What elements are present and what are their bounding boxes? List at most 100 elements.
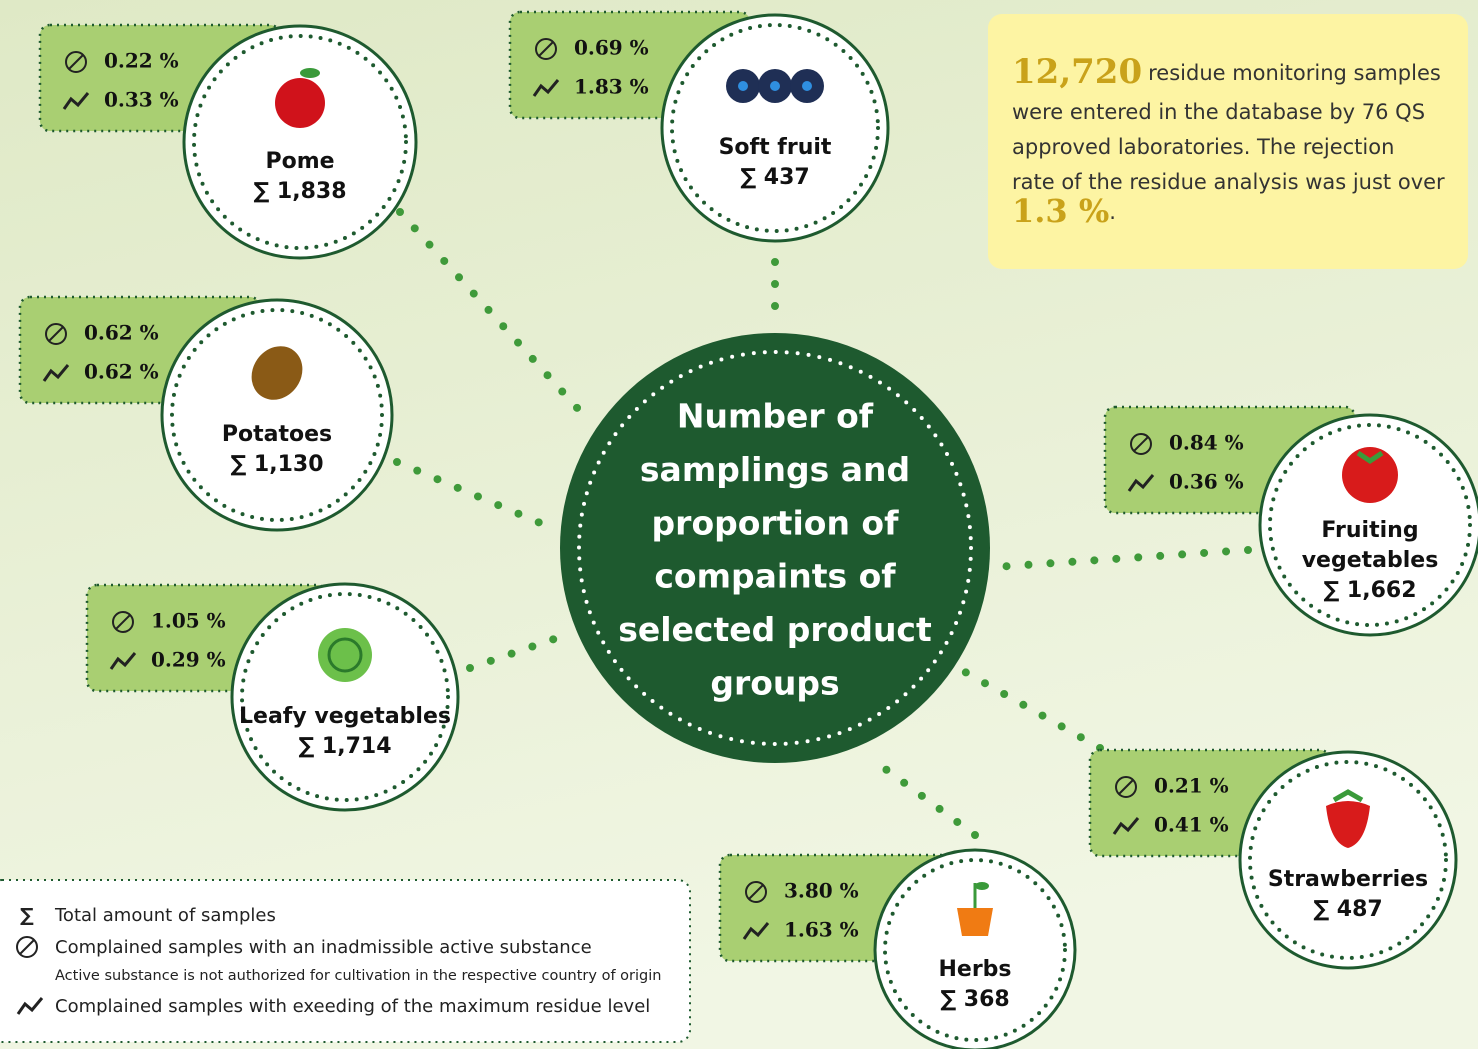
icon [318,628,372,682]
ban-icon [65,51,87,73]
info-text: rate of the residue analysis was just ov… [1012,170,1445,194]
group-total: ∑ 1,662 [1323,578,1416,603]
trend-icon [16,997,44,1015]
group-total: ∑ 1,838 [253,179,346,204]
group: 1.05 % 0.29 % Leafy vegetables ∑ 1,714 [85,582,460,812]
groups: 0.22 % 0.33 % Pome ∑ 1,838 0.69 % 1.83 % Soft … [18,10,1478,1049]
ban-icon [115,614,131,630]
center-circle [560,333,990,763]
info-box [988,14,1468,269]
info-text: approved laboratories. The rejection [1012,135,1394,159]
icon [802,81,812,91]
inadmissible-rate: 0.62 % [84,321,159,345]
info-line: 1.3 %. [1012,192,1116,230]
group-dots [170,308,384,522]
group-name: Soft fruit [719,135,832,160]
trend-icon [109,652,137,670]
group-name: Strawberries [1268,867,1428,892]
group-circle [660,13,890,243]
inadmissible-rate: 0.84 % [1169,431,1244,455]
mrl-rate: 0.33 % [104,88,179,112]
ban-icon [1133,436,1149,452]
inadmissible-rate: 0.22 % [104,49,179,73]
inadmissible-rate: 0.69 % [574,36,649,60]
group-name: vegetables [1302,548,1439,573]
mrl-rate: 1.63 % [784,918,859,942]
ban-icon [745,881,767,903]
inadmissible-rate: 0.21 % [1154,774,1229,798]
info-text: residue monitoring samples [1148,61,1441,85]
center-title-line: Number of [677,397,874,436]
group-name: Leafy vegetables [239,704,451,729]
connector [466,633,564,672]
icon [770,81,780,91]
ban-icon [1130,433,1152,455]
connector [991,546,1252,571]
group-name: Potatoes [222,422,332,447]
group: 0.62 % 0.62 % Potatoes ∑ 1,130 [18,295,394,532]
trend-icon [742,922,770,940]
legend-symbol: ∑ [20,905,34,927]
icon [300,68,320,78]
connector [396,208,592,424]
icon [1356,450,1384,465]
center-title-line: proportion of [652,503,900,542]
ban-icon [48,326,64,342]
ban-icon [68,54,84,70]
icon [975,882,989,890]
center-title: Number of samplings and proportion of compa… [618,397,932,703]
group-total: ∑ 437 [740,165,809,190]
ban-icon [16,936,38,958]
group-dots [240,592,450,802]
group-circle [182,24,418,260]
group-dots [192,34,408,250]
mrl-rate: 0.62 % [84,360,159,384]
group: 3.80 % 1.63 % Herbs ∑ 368 [718,848,1077,1049]
trend-icon [1112,817,1140,835]
group: 0.22 % 0.33 % Pome ∑ 1,838 [38,23,418,260]
icon [738,81,748,91]
connector [876,761,979,839]
group-dots [670,23,880,233]
info-end: . [1109,200,1116,224]
ban-icon [1115,776,1137,798]
icon [1332,789,1364,803]
info-count: 12,720 [1012,52,1142,92]
legend-box [0,879,691,1043]
trend-icon [62,92,90,110]
trend-icon [1127,474,1155,492]
group-name: Herbs [938,957,1011,982]
ban-icon [1118,779,1134,795]
mrl-rate: 0.36 % [1169,470,1244,494]
group: 0.69 % 1.83 % Soft fruit ∑ 437 [508,10,890,243]
legend-text: Total amount of samples [54,905,276,926]
connector [393,458,549,529]
group-name: Pome [265,149,334,174]
group-dots [883,858,1067,1042]
icon [957,908,993,936]
mrl-rate: 1.83 % [574,75,649,99]
center-title-line: groups [710,664,839,703]
info-rate: 1.3 % [1012,192,1109,230]
center-title-line: samplings and [640,450,910,489]
icon [1342,447,1398,503]
center-title-line: compaints of [654,557,896,596]
legend-text: Complained samples with an inadmissible … [55,937,592,958]
ban-icon [748,884,764,900]
legend-note: Active substance is not authorized for c… [55,968,661,984]
center-dots [577,350,973,746]
group: 0.21 % 0.41 % Strawberries ∑ 487 [1088,748,1458,970]
icon [327,637,363,673]
icon [275,78,325,128]
group-total: ∑ 1,130 [230,452,323,477]
ban-icon [535,38,557,60]
inadmissible-rate: 1.05 % [151,609,226,633]
inadmissible-rate: 3.80 % [784,879,859,903]
icon [251,346,303,400]
ban-icon [45,323,67,345]
mrl-rate: 0.41 % [1154,813,1229,837]
connectors [393,208,1252,839]
group-circle [873,848,1077,1049]
